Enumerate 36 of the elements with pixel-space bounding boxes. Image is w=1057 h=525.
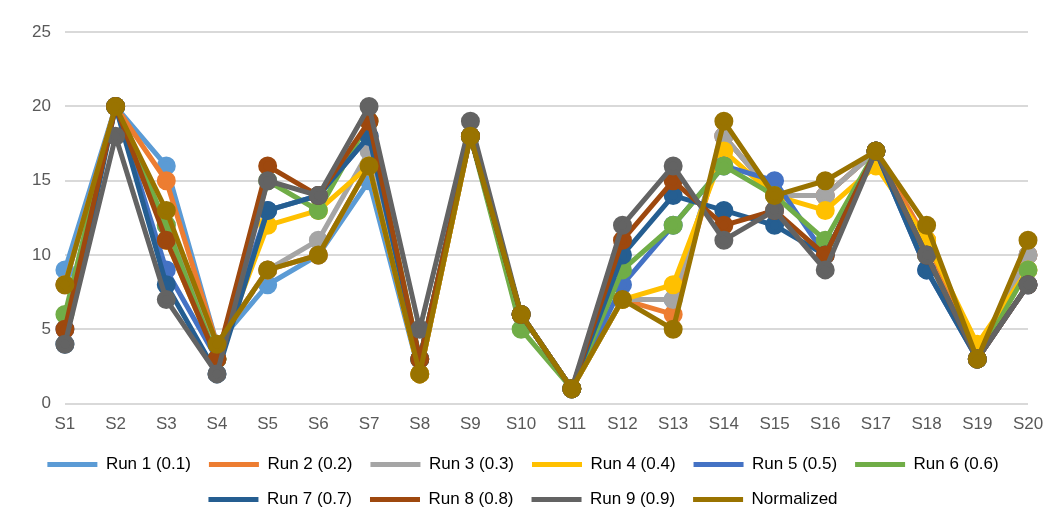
y-tick-label: 0 [41, 393, 51, 413]
x-tick-label: S1 [54, 414, 76, 434]
x-tick-label: S20 [1012, 414, 1044, 434]
x-tick-label: S11 [557, 414, 587, 434]
legend-label: Run 9 (0.9) [590, 489, 676, 509]
x-tick-label: S15 [759, 414, 790, 434]
y-tick-label: 5 [41, 319, 51, 339]
x-tick-label: S5 [257, 414, 279, 434]
x-tick-label: S13 [658, 414, 689, 434]
x-tick-label: S8 [409, 414, 431, 434]
x-tick-label: S10 [505, 414, 537, 434]
x-tick-label: S19 [962, 414, 993, 434]
x-tick-label: S4 [206, 414, 228, 434]
legend-label: Normalized [751, 489, 838, 509]
y-tick-label: 25 [31, 21, 51, 41]
x-tick-label: S9 [460, 414, 481, 434]
x-tick-label: S2 [105, 414, 126, 434]
legend-label: Run 1 (0.1) [105, 454, 191, 474]
legend-label: Run 5 (0.5) [752, 454, 838, 474]
x-tick-label: S18 [911, 414, 942, 434]
legend-label: Run 6 (0.6) [913, 454, 999, 474]
y-tick-label: 20 [31, 96, 51, 116]
x-tick-label: S7 [358, 414, 380, 434]
x-tick-label: S3 [155, 414, 177, 434]
x-tick-label: S17 [860, 414, 892, 434]
x-tick-label: S12 [607, 414, 638, 434]
x-tick-label: S16 [810, 414, 841, 434]
y-tick-label: 10 [31, 244, 51, 264]
legend-label: Run 3 (0.3) [428, 454, 515, 474]
x-tick-label: S14 [708, 414, 739, 434]
legend-label: Run 4 (0.4) [590, 454, 676, 474]
legend-label: Run 2 (0.2) [267, 454, 353, 474]
legend-label: Run 8 (0.8) [428, 489, 514, 509]
y-tick-label: 15 [31, 170, 51, 190]
x-tick-label: S6 [307, 414, 329, 434]
legend-label: Run 7 (0.7) [266, 489, 352, 509]
